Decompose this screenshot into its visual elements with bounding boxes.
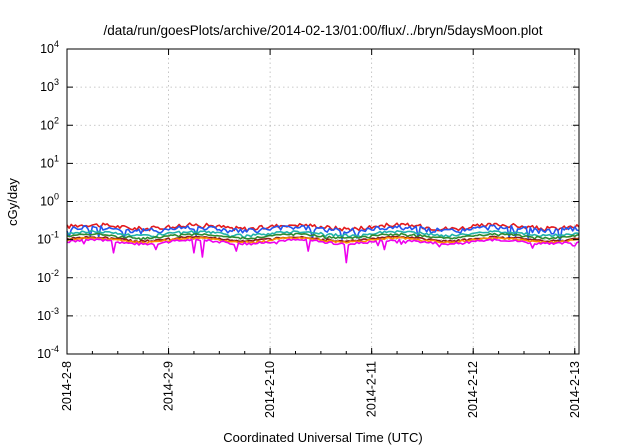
- y-tick-exponent: 1: [54, 153, 59, 163]
- chart-title: /data/run/goesPlots/archive/2014-02-13/0…: [103, 23, 542, 38]
- x-axis-label: Coordinated Universal Time (UTC): [223, 430, 422, 445]
- y-tick-label: 101: [40, 153, 59, 170]
- y-tick-base: 10: [37, 271, 51, 285]
- series-line: [66, 238, 580, 264]
- y-tick-base: 10: [40, 42, 54, 56]
- y-tick-base: 10: [40, 195, 54, 209]
- x-tick-label: 2014-2-8: [60, 361, 74, 411]
- y-tick-exponent: -2: [51, 268, 59, 278]
- y-tick-label: 10-3: [37, 306, 59, 323]
- y-tick-exponent: 2: [54, 115, 59, 125]
- grid: [66, 48, 579, 355]
- x-tick-label: 2014-2-11: [365, 361, 379, 417]
- y-tick-base: 10: [37, 309, 51, 323]
- y-tick-exponent: 4: [54, 39, 59, 49]
- plot-series: [66, 222, 580, 264]
- series-line: [66, 232, 579, 241]
- series-line: [66, 224, 580, 244]
- y-tick-exponent: -4: [51, 344, 59, 354]
- y-tick-exponent: -3: [51, 306, 59, 316]
- x-tick-label: 2014-2-10: [263, 361, 277, 418]
- x-tick-label: 2014-2-12: [466, 361, 480, 418]
- y-tick-base: 10: [40, 156, 54, 170]
- y-tick-label: 100: [40, 192, 59, 209]
- y-tick-base: 10: [37, 347, 51, 361]
- y-tick-base: 10: [37, 233, 51, 247]
- y-tick-label: 10-2: [37, 268, 59, 285]
- x-tick-labels: 2014-2-8 2014-2-9 2014-2-10 2014-2-11 2014-2…: [60, 361, 582, 418]
- y-tick-exponent: 3: [54, 77, 59, 87]
- y-tick-label: 103: [40, 77, 59, 94]
- y-tick-base: 10: [40, 118, 54, 132]
- y-tick-exponent: -1: [51, 230, 59, 240]
- y-tick-base: 10: [40, 80, 54, 94]
- y-tick-label: 10-1: [37, 230, 59, 247]
- y-tick-label: 102: [40, 115, 59, 132]
- y-tick-label: 104: [40, 39, 59, 56]
- series-line: [66, 230, 580, 239]
- y-axis-label: cGy/day: [5, 178, 20, 226]
- y-tick-label: 10-4: [37, 344, 59, 361]
- ticks: [66, 48, 579, 355]
- x-tick-label: 2014-2-9: [162, 361, 176, 411]
- x-tick-label: 2014-2-13: [568, 361, 582, 418]
- y-tick-exponent: 0: [54, 192, 59, 202]
